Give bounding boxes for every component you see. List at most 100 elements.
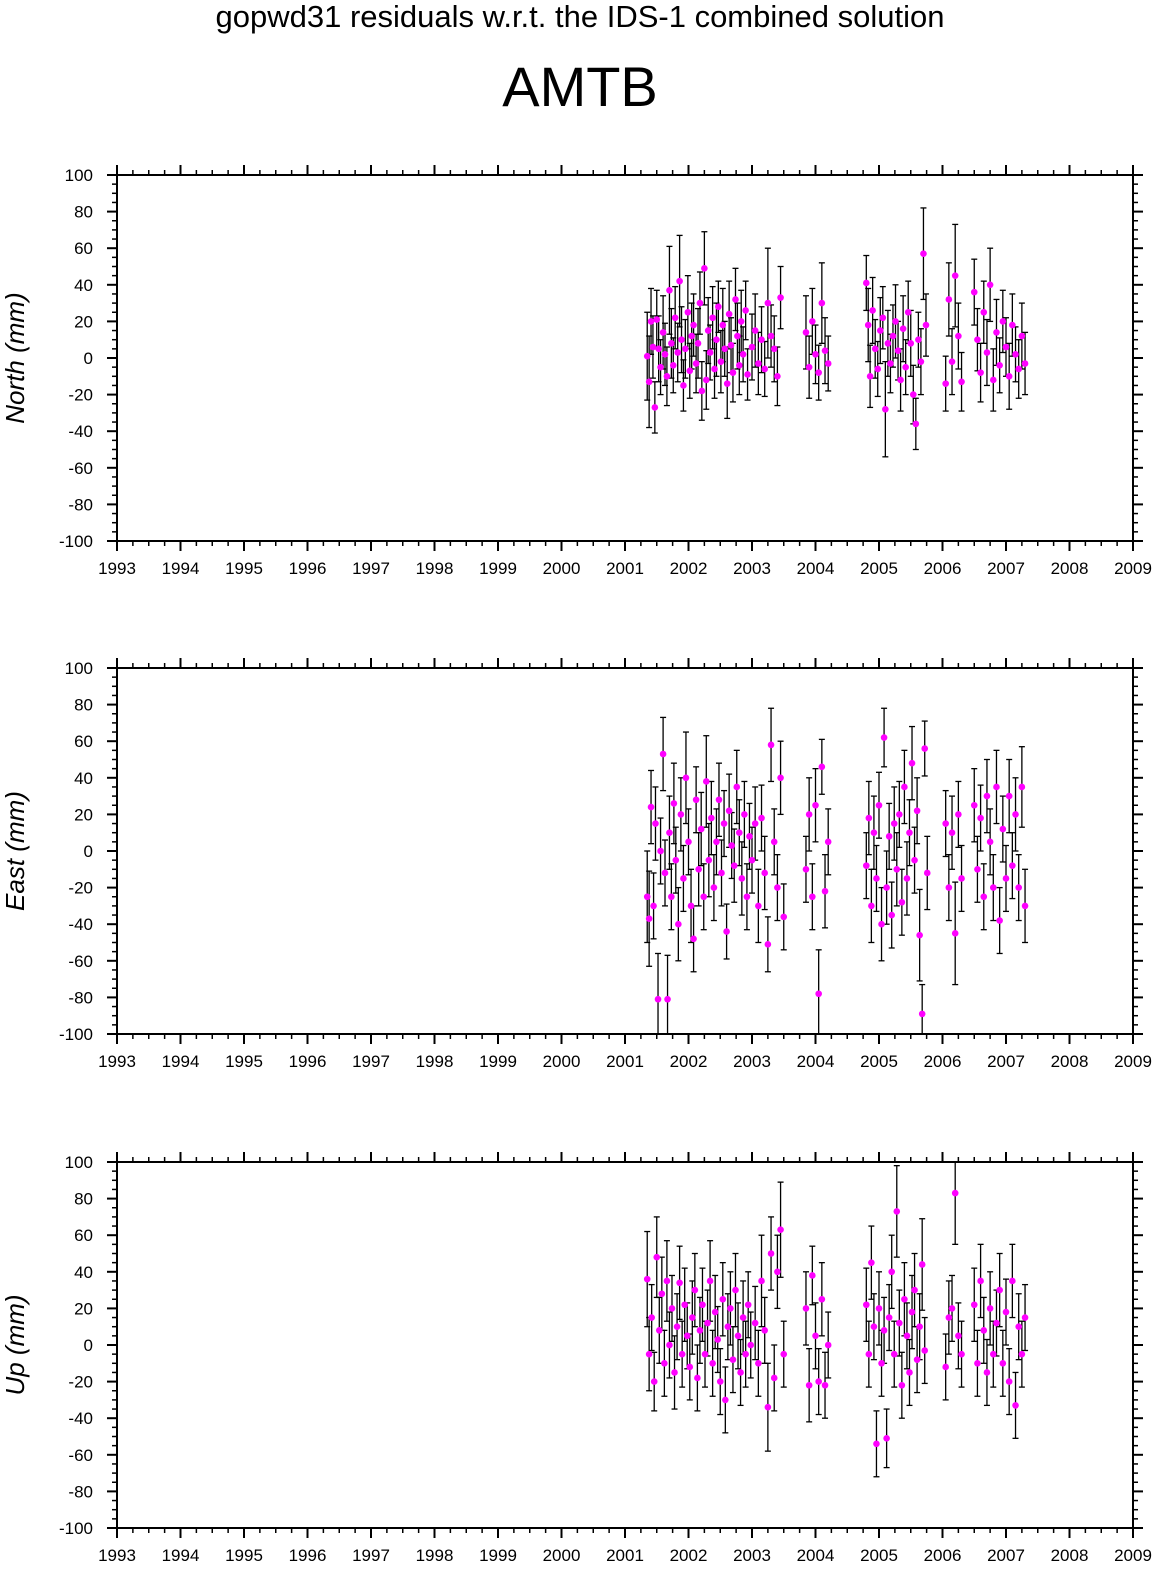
data-point: [884, 340, 892, 347]
data-point: [692, 360, 700, 367]
data-point: [655, 1327, 663, 1334]
x-tick-label: 1998: [416, 1052, 454, 1071]
data-point: [922, 321, 930, 329]
y-tick-label: -100: [59, 1519, 93, 1538]
data-point: [742, 1350, 749, 1358]
data-point: [649, 343, 657, 351]
data-point: [650, 1378, 658, 1385]
data-point: [774, 1268, 781, 1276]
data-point: [869, 307, 876, 314]
data-point: [738, 875, 746, 882]
data-point: [728, 842, 735, 849]
data-point: [723, 380, 731, 387]
data-point: [888, 1268, 895, 1276]
x-tick-label: 2002: [670, 559, 708, 578]
y-tick-label: -100: [59, 1025, 93, 1044]
data-point: [672, 856, 680, 864]
data-point: [945, 296, 953, 303]
data-point: [744, 1301, 752, 1309]
data-point: [727, 1305, 734, 1312]
data-point: [1021, 902, 1029, 910]
data-point: [948, 358, 956, 365]
data-point: [882, 405, 889, 413]
data-point: [958, 1350, 965, 1358]
data-point: [668, 893, 675, 901]
data-point: [1021, 360, 1029, 367]
data-point: [974, 1360, 981, 1367]
data-point: [764, 1403, 772, 1411]
data-point: [741, 811, 748, 818]
data-point: [755, 902, 762, 910]
y-tick-label: -60: [68, 1446, 93, 1465]
data-point: [698, 387, 706, 395]
data-point: [1018, 1350, 1026, 1358]
data-point: [970, 288, 978, 296]
x-tick-label: 2007: [987, 559, 1025, 578]
x-tick-label: 2001: [606, 1546, 644, 1565]
data-point: [911, 1286, 918, 1294]
data-point: [883, 1435, 890, 1442]
data-point: [986, 1305, 994, 1312]
y-tick-label: -20: [68, 386, 93, 405]
data-point: [688, 332, 695, 340]
x-tick-label: 2001: [606, 559, 644, 578]
data-point: [734, 332, 741, 340]
x-tick-label: 2007: [987, 1052, 1025, 1071]
x-tick-label: 2003: [733, 559, 771, 578]
data-point: [666, 286, 673, 294]
data-point: [770, 345, 778, 353]
data-point: [725, 310, 733, 318]
figure-suptitle: gopwd31 residuals w.r.t. the IDS-1 combi…: [215, 0, 945, 34]
data-point: [700, 893, 708, 901]
data-point: [695, 866, 702, 873]
data-point: [980, 1327, 988, 1334]
data-point: [678, 1350, 686, 1358]
data-point: [777, 294, 784, 301]
y-axis-title: Up (mm): [0, 1294, 30, 1395]
data-point: [761, 365, 768, 373]
data-point: [645, 915, 653, 923]
data-point: [1015, 365, 1022, 373]
data-point: [650, 902, 657, 910]
data-point: [774, 373, 781, 380]
data-point: [993, 329, 1000, 336]
data-point: [980, 308, 988, 316]
data-point: [682, 345, 689, 353]
y-tick-label: -20: [68, 879, 93, 898]
data-point: [921, 745, 929, 752]
data-point: [671, 314, 679, 322]
data-point: [887, 360, 894, 367]
data-point: [755, 360, 762, 367]
y-tick-label: 20: [74, 312, 93, 331]
data-point: [663, 1277, 671, 1285]
data-point: [746, 833, 753, 840]
x-tick-label: 1994: [162, 1546, 200, 1565]
data-point: [652, 820, 659, 827]
y-tick-label: 100: [65, 166, 93, 185]
data-point: [863, 1301, 870, 1309]
x-tick-label: 1999: [479, 1546, 517, 1565]
data-point: [993, 1319, 1000, 1327]
data-point: [739, 1314, 747, 1321]
data-point: [805, 811, 813, 818]
data-point: [719, 321, 727, 329]
y-axis-title: East (mm): [0, 791, 30, 911]
data-point: [996, 1286, 1003, 1294]
north-panel: 1993 1994 1995 1996 1997 1998 1999 2000 2001 2002…: [0, 165, 1152, 578]
data-point: [880, 734, 888, 741]
data-point: [721, 345, 728, 353]
data-point: [709, 314, 716, 322]
data-point: [812, 1332, 819, 1340]
data-point: [917, 358, 925, 365]
data-point: [920, 250, 927, 257]
data-point: [696, 299, 704, 307]
data-point: [758, 814, 765, 822]
data-layer: [643, 1162, 1029, 1478]
data-point: [717, 358, 725, 365]
data-point: [870, 1323, 878, 1330]
x-tick-label: 2006: [924, 1546, 962, 1565]
data-point: [865, 814, 873, 822]
x-tick-label: 2008: [1051, 1052, 1089, 1071]
data-point: [761, 869, 768, 877]
